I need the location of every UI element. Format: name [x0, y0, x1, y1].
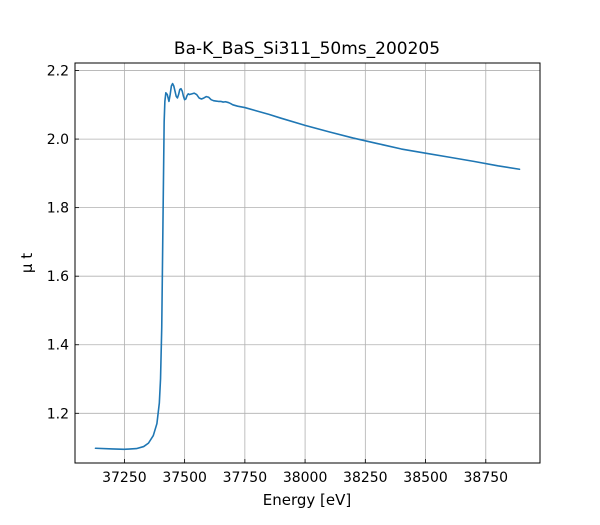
data-series-line [94, 82, 521, 451]
chart-title: Ba-K_BaS_Si311_50ms_200205 [174, 39, 440, 59]
data-series-layer [94, 82, 521, 451]
plot-area [75, 63, 540, 463]
x-tick-label: 37500 [162, 470, 207, 486]
y-tick-label: 1.8 [47, 201, 69, 217]
y-tick-label: 1.6 [47, 269, 69, 285]
y-tick-label: 1.4 [47, 338, 69, 354]
axis-ticks: 37250 37500 37750 38000 38250 38500 38750 1.2 1.… [47, 64, 508, 486]
plot-frame [74, 62, 541, 464]
y-tick-label: 2.2 [47, 64, 69, 80]
x-tick-label: 37750 [223, 470, 268, 486]
y-axis-label: μ t [18, 253, 36, 273]
grid-lines [75, 63, 540, 463]
y-tick-label: 1.2 [47, 406, 69, 422]
x-tick-label: 38500 [403, 470, 448, 486]
y-tick-label: 2.0 [47, 132, 69, 148]
x-tick-label: 38250 [343, 470, 388, 486]
x-tick-label: 37250 [102, 470, 147, 486]
x-tick-label: 38750 [464, 470, 509, 486]
x-axis-label: Energy [eV] [263, 491, 351, 509]
x-tick-label: 38000 [283, 470, 328, 486]
